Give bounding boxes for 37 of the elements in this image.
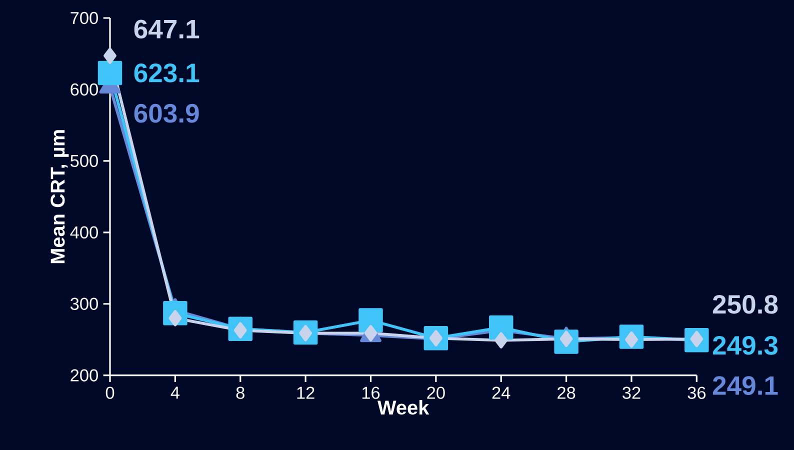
y-tick-label: 300 bbox=[70, 298, 98, 310]
x-tick-label: 0 bbox=[106, 386, 114, 399]
point bbox=[560, 330, 573, 348]
x-tick-label: 28 bbox=[558, 386, 576, 399]
x-tick-label: 4 bbox=[170, 386, 180, 399]
x-tick-label: 12 bbox=[297, 386, 314, 399]
data-label: 249.3 bbox=[712, 336, 778, 355]
point bbox=[234, 322, 247, 338]
y-tick-label: 700 bbox=[70, 12, 98, 24]
data-label: 647.1 bbox=[134, 20, 200, 39]
y-tick-label: 600 bbox=[70, 83, 98, 96]
y-tick-label: 200 bbox=[70, 369, 98, 382]
data-label: 623.1 bbox=[134, 64, 200, 82]
point bbox=[358, 308, 383, 332]
x-axis-title: Week bbox=[378, 400, 430, 415]
x-tick-label: 16 bbox=[362, 386, 380, 399]
point bbox=[690, 330, 704, 348]
y-axis-title: Mean CRT, µm bbox=[50, 130, 69, 264]
x-tick-label: 36 bbox=[688, 386, 706, 399]
point bbox=[104, 48, 116, 64]
data-label: 249.1 bbox=[712, 376, 778, 395]
point bbox=[299, 325, 312, 342]
point bbox=[488, 315, 514, 340]
data-label: 603.9 bbox=[134, 104, 199, 123]
y-tick-label: 400 bbox=[70, 226, 98, 239]
y-tick-label: 500 bbox=[70, 154, 98, 168]
point bbox=[98, 60, 122, 86]
point bbox=[429, 330, 442, 346]
point bbox=[168, 310, 182, 326]
x-tick-label: 8 bbox=[236, 386, 244, 399]
point bbox=[625, 331, 638, 348]
point bbox=[364, 325, 378, 342]
data-label: 250.8 bbox=[712, 294, 778, 314]
point bbox=[494, 332, 508, 348]
x-tick-label: 20 bbox=[427, 386, 445, 399]
x-tick-label: 32 bbox=[622, 386, 640, 399]
x-tick-label: 24 bbox=[492, 386, 510, 399]
